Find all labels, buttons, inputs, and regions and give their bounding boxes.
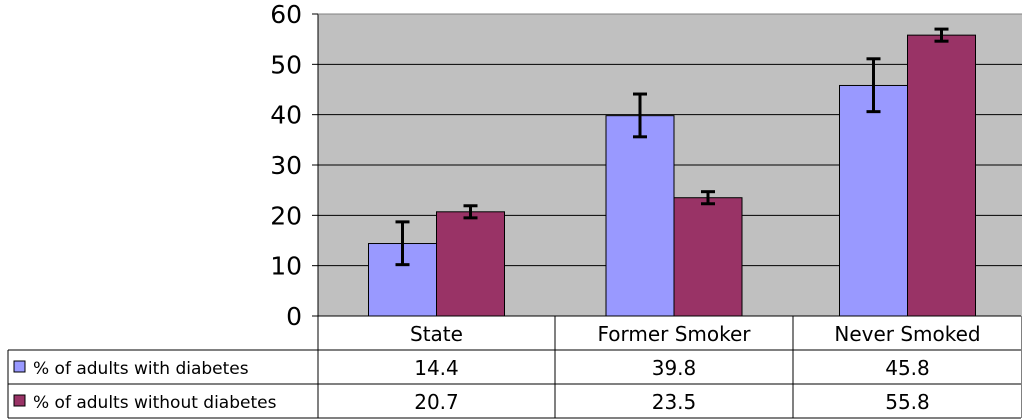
error-bars <box>395 27 949 267</box>
category-label: Former Smoker <box>597 322 751 346</box>
bar <box>436 211 505 317</box>
y-axis: 0 10 20 30 40 50 60 <box>270 0 1022 331</box>
bar <box>605 115 675 317</box>
y-tick-label: 10 <box>270 252 302 281</box>
data-value-label: 20.7 <box>414 390 459 414</box>
y-tick-label: 0 <box>286 302 302 331</box>
y-tick-label: 60 <box>270 0 302 29</box>
legend-swatch <box>13 394 26 407</box>
y-tick-label: 40 <box>270 101 302 130</box>
data-table: State Former Smoker Never Smoked % of adult… <box>7 315 1022 419</box>
y-tick-label: 20 <box>270 201 302 230</box>
y-tick-label: 50 <box>270 50 302 79</box>
data-value-label: 39.8 <box>652 356 697 380</box>
data-value-label: 23.5 <box>652 390 697 414</box>
category-label: State <box>410 322 463 346</box>
data-value-label: 55.8 <box>885 390 930 414</box>
legend-label: % of adults without diabetes <box>33 393 277 413</box>
data-value-label: 45.8 <box>885 356 930 380</box>
bar <box>673 197 743 317</box>
bar <box>907 34 976 317</box>
category-label: Never Smoked <box>834 322 980 346</box>
data-value-label: 14.4 <box>414 356 459 380</box>
bar <box>839 84 908 317</box>
legend-label: % of adults with diabetes <box>33 359 249 379</box>
y-tick-label: 30 <box>270 151 302 180</box>
legend-swatch <box>13 360 26 373</box>
